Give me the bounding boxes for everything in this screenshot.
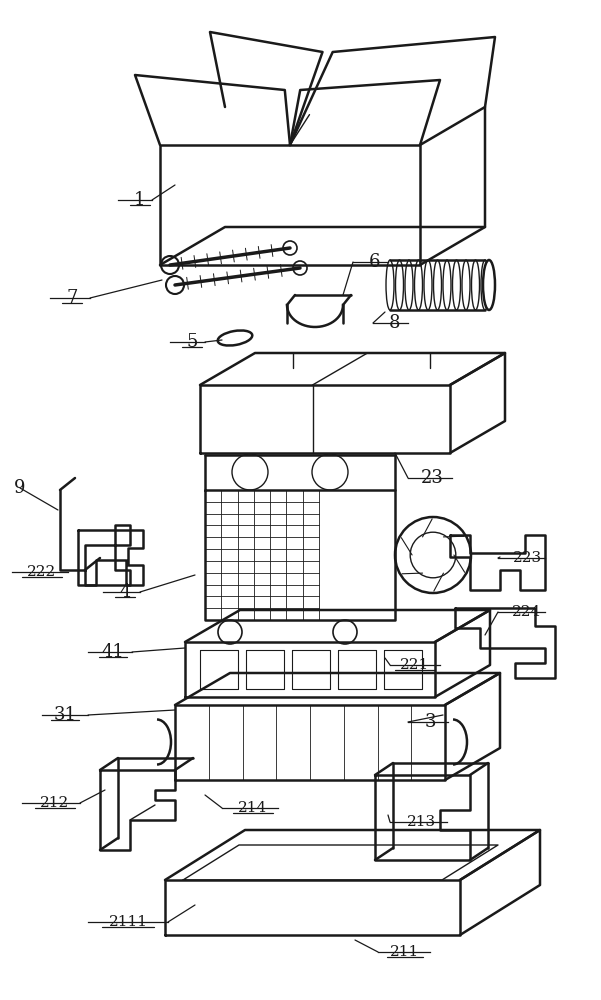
Text: 211: 211 (391, 945, 419, 959)
Text: 4: 4 (120, 583, 130, 601)
Text: 41: 41 (102, 643, 124, 661)
Text: 214: 214 (239, 801, 267, 815)
Ellipse shape (483, 260, 495, 310)
Text: 223: 223 (513, 551, 542, 565)
Text: 8: 8 (389, 314, 401, 332)
Text: 7: 7 (66, 289, 78, 307)
Text: 221: 221 (400, 658, 430, 672)
Text: 222: 222 (28, 565, 56, 579)
Text: 23: 23 (421, 469, 444, 487)
Text: 213: 213 (407, 815, 436, 829)
Text: 224: 224 (513, 605, 542, 619)
Text: 31: 31 (53, 706, 76, 724)
Text: 1: 1 (134, 191, 146, 209)
Text: 3: 3 (424, 713, 436, 731)
Text: 5: 5 (186, 333, 198, 351)
Text: 6: 6 (369, 253, 381, 271)
Text: 9: 9 (14, 479, 26, 497)
Text: 2111: 2111 (109, 915, 147, 929)
Text: 212: 212 (40, 796, 70, 810)
